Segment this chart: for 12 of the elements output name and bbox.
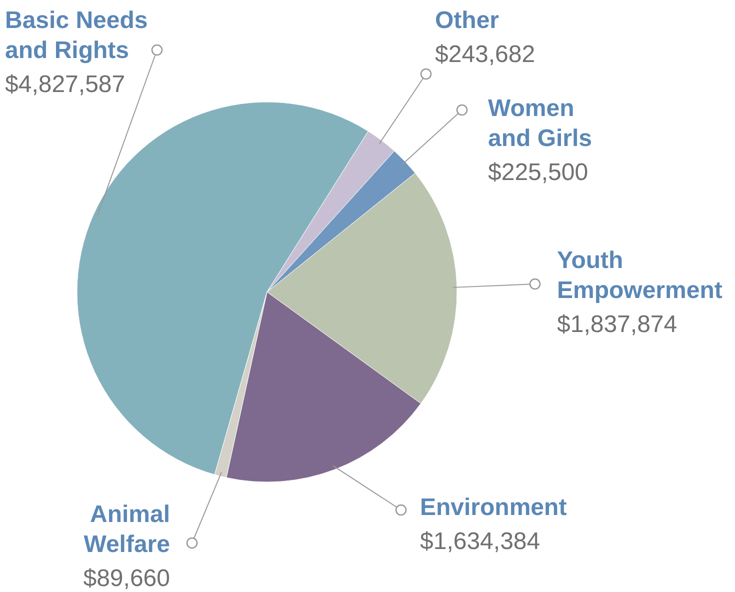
slice-label: Environment — [420, 494, 567, 521]
slice-label: Youth Empowerment — [557, 247, 722, 304]
data-label: $89,660 — [83, 565, 170, 592]
data-label: $1,634,384 — [420, 528, 540, 555]
data-label: $225,500 — [488, 159, 588, 186]
data-label: $243,682 — [435, 41, 536, 68]
data-label: $1,837,874 — [557, 311, 678, 338]
slice-label: Other — [435, 7, 500, 34]
data-label: $4,827,587 — [5, 71, 126, 98]
slice-label: Animal Welfare — [84, 501, 170, 558]
slice-label: Basic Needs and Rights — [5, 7, 148, 64]
slice-label: Women and Girls — [488, 95, 592, 152]
